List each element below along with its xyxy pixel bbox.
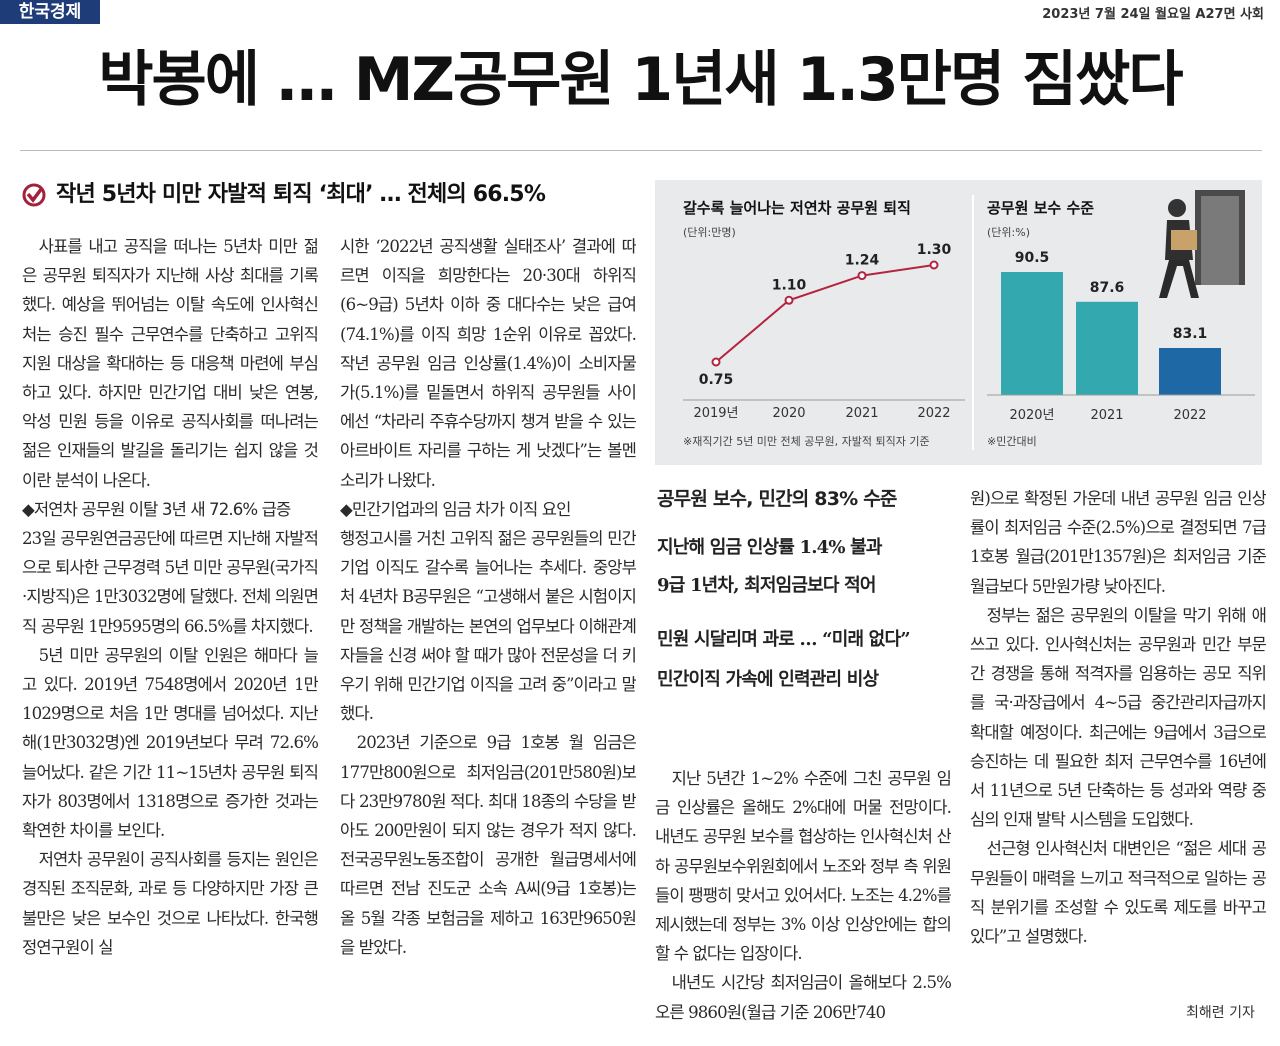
section-heading: ◆저연차 공무원 이탈 3년 새 72.6% 급증 (22, 499, 291, 519)
line (715, 264, 935, 363)
paragraph: 사표를 내고 공직을 떠나는 5년차 미만 젊은 공무원 퇴직자가 지난해 사상… (22, 237, 318, 490)
article-column: 사표를 내고 공직을 떠나는 5년차 미만 젊은 공무원 퇴직자가 지난해 사상… (22, 232, 318, 1032)
paragraph: 선근형 인사혁신처 대변인은 “젊은 세대 공무원들이 매력을 느끼고 적극적으… (970, 839, 1266, 947)
article-column: 지난 5년간 1~2% 수준에 그친 공무원 임금 인상률은 올해도 2%대에 … (655, 764, 951, 1034)
x-tick-label: 2021 (845, 406, 878, 421)
x-tick-label: 2022 (1173, 408, 1206, 423)
unit-label: (단위:만명) (683, 226, 736, 239)
x-tick-label: 2020 (772, 406, 805, 421)
value-label: 1.30 (917, 242, 952, 258)
section-heading: ◆민간기업과의 임금 차가 이직 요인 (340, 499, 571, 519)
bar (1159, 348, 1221, 395)
bar (1001, 272, 1063, 395)
headline: 박봉에 … MZ공무원 1년새 1.3만명 짐쌌다 (98, 45, 1183, 115)
point (857, 271, 867, 281)
value-label: 1.10 (772, 277, 807, 293)
dateline: 2023년 7월 24일 월요일 A27면 사회 (1042, 7, 1264, 22)
chart-title: 공무원 보수 수준 (987, 199, 1094, 217)
x-tick-label: 2020년 (1009, 408, 1054, 423)
paragraph: 지난 5년간 1~2% 수준에 그친 공무원 임금 인상률은 올해도 2%대에 … (655, 769, 951, 964)
x-tick-label: 2021 (1090, 408, 1123, 423)
paragraph: 5년 미만 공무원의 이탈 인원은 해마다 늘고 있다. 2019년 7548명… (22, 645, 318, 841)
point (929, 260, 939, 270)
sidebar-title: 공무원 보수, 민간의 83% 수준 (657, 488, 897, 510)
paragraph: 저연차 공무원이 공직사회를 등지는 원인은 경직된 조직문화, 과로 등 다양… (22, 850, 318, 957)
deck: 민간이직 가속에 인력관리 비상 (657, 669, 879, 690)
point (711, 357, 721, 367)
point (784, 295, 794, 305)
paragraph: 2023년 기준으로 9급 1호봉 월 임금은 177만800원으로 최저임금(… (340, 733, 636, 957)
unit-label: (단위:%) (987, 226, 1030, 239)
paragraph: 23일 공무원연금공단에 따르면 지난해 자발적으로 퇴사한 근무경력 5년 미… (22, 529, 318, 636)
check-icon (22, 183, 46, 207)
divider (20, 150, 1262, 151)
deck: 9급 1년차, 최저임금보다 적어 (657, 575, 876, 596)
value-label: 87.6 (1090, 280, 1125, 296)
x-tick-label: 2022 (917, 406, 950, 421)
paragraph: 내년도 시간당 최저임금이 올해보다 2.5% 오른 9860원(월급 기준 2… (655, 973, 951, 1022)
value-label: 1.24 (845, 253, 880, 269)
byline: 최해련 기자 (1186, 1002, 1255, 1022)
article-column: 원)으로 확정된 가운데 내년 공무원 임금 인상률이 최저임금 수준(2.5%… (970, 484, 1266, 1034)
paragraph: 시한 ‘2022년 공직생활 실태조사’ 결과에 따르면 이직을 희망한다는 2… (340, 237, 636, 490)
value-label: 0.75 (699, 372, 734, 388)
chart-panel: 갈수록 늘어나는 저연차 공무원 퇴직 (단위:만명) 0.75 2019년 1.10 2… (655, 180, 1262, 465)
note: ※민간대비 (987, 435, 1037, 448)
logo: 한국경제 (0, 0, 100, 24)
charts: 갈수록 늘어나는 저연차 공무원 퇴직 (단위:만명) 0.75 2019년 1.10 2… (683, 190, 1255, 450)
note: ※재직기간 5년 미만 전체 공무원, 자발적 퇴직자 기준 (683, 435, 930, 448)
paragraph: 정부는 젊은 공무원의 이탈을 막기 위해 애쓰고 있다. 인사혁신처는 공무원… (970, 605, 1266, 830)
subheadline: 작년 5년차 미만 자발적 퇴직 ‘최대’ … 전체의 66.5% (56, 182, 546, 207)
article-column: 시한 ‘2022년 공직생활 실태조사’ 결과에 따르면 이직을 희망한다는 2… (340, 232, 636, 1032)
chart-title: 갈수록 늘어나는 저연차 공무원 퇴직 (683, 199, 911, 217)
illustration (1159, 190, 1245, 298)
deck: 지난해 임금 인상률 1.4% 불과 (657, 537, 882, 558)
deck: 민원 시달리며 과로 … “미래 없다” (657, 629, 911, 650)
bar (1076, 301, 1138, 395)
x-tick-label: 2019년 (693, 406, 738, 421)
paragraph: 원)으로 확정된 가운데 내년 공무원 임금 인상률이 최저임금 수준(2.5%… (970, 489, 1266, 596)
value-label: 83.1 (1173, 326, 1208, 342)
paragraph: 행정고시를 거친 고위직 젊은 공무원들의 민간기업 이직도 갈수록 늘어나는 … (340, 529, 636, 724)
value-label: 90.5 (1015, 250, 1050, 266)
